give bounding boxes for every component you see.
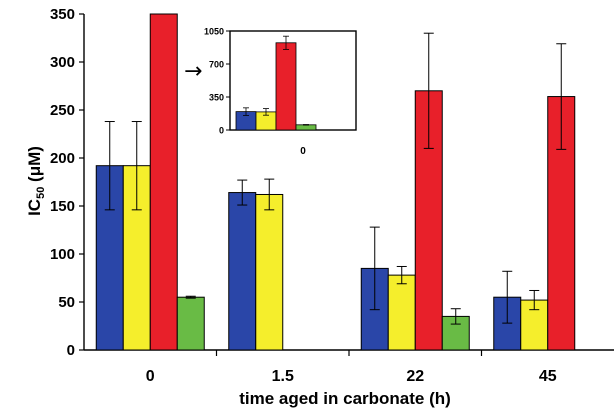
y-tick-label: 50 xyxy=(58,294,75,311)
inset-chart: 0 350 700 1050 0 xyxy=(204,27,357,157)
inset-bar xyxy=(275,42,297,131)
bar xyxy=(176,296,205,351)
inset-y-tick-label: 0 xyxy=(219,126,224,136)
y-axis-title-subscript: 50 xyxy=(35,187,47,199)
inset-x-tick-label: 0 xyxy=(300,146,306,157)
bar xyxy=(149,13,178,351)
y-axis-title-main: IC xyxy=(25,199,44,216)
x-tick-label: 0 xyxy=(146,368,155,385)
x-tick-label: 45 xyxy=(539,368,557,385)
y-axis-title: IC50 (μM) xyxy=(25,146,47,216)
inset-y-tick-label: 700 xyxy=(209,60,224,70)
arrow-icon: → xyxy=(184,59,202,84)
inset-y-tick-label: 350 xyxy=(209,93,224,103)
bar xyxy=(228,192,257,351)
bar xyxy=(255,193,284,351)
y-tick-label: 150 xyxy=(50,198,75,215)
bar xyxy=(414,90,443,351)
x-tick-label: 22 xyxy=(406,368,424,385)
y-tick-label: 200 xyxy=(50,150,75,167)
y-tick-label: 300 xyxy=(50,54,75,71)
inset-y-ticks: 0 350 700 1050 xyxy=(204,27,230,136)
y-tick-label: 0 xyxy=(67,342,75,359)
bar xyxy=(387,274,416,351)
y-tick-label: 250 xyxy=(50,102,75,119)
main-x-categories: 0 1.5 22 45 xyxy=(146,350,557,385)
y-tick-label: 350 xyxy=(50,6,75,23)
y-tick-label: 100 xyxy=(50,246,75,263)
inset-bar xyxy=(295,124,317,131)
main-error-bars xyxy=(104,32,567,325)
x-tick-label: 1.5 xyxy=(272,368,294,385)
main-y-ticks: 0 50 100 150 200 250 300 350 xyxy=(50,6,84,359)
inset-y-tick-label: 1050 xyxy=(204,27,224,37)
inset-error-bars xyxy=(243,35,309,126)
y-axis-title-unit: (μM) xyxy=(25,146,44,187)
x-axis-title: time aged in carbonate (h) xyxy=(239,389,451,408)
